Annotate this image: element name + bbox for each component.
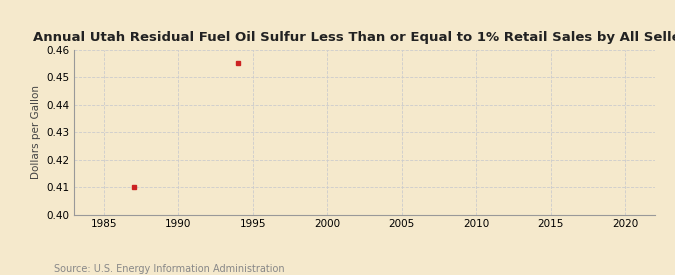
Text: Source: U.S. Energy Information Administration: Source: U.S. Energy Information Administ… [54, 264, 285, 274]
Y-axis label: Dollars per Gallon: Dollars per Gallon [30, 85, 40, 179]
Title: Annual Utah Residual Fuel Oil Sulfur Less Than or Equal to 1% Retail Sales by Al: Annual Utah Residual Fuel Oil Sulfur Les… [34, 31, 675, 44]
